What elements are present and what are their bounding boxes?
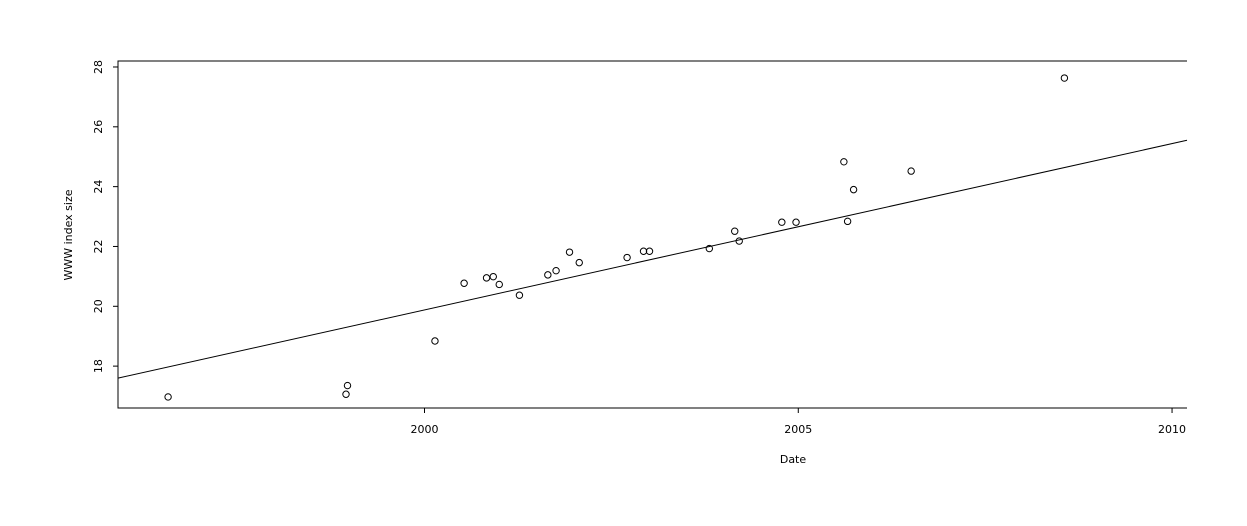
- data-point-19: [735, 237, 743, 245]
- x-axis-title: Date: [780, 453, 807, 466]
- data-point-22: [840, 158, 848, 166]
- data-point-3: [343, 381, 352, 390]
- data-point-21: [792, 218, 800, 226]
- data-point-11: [552, 266, 560, 275]
- data-point-18: [731, 227, 739, 235]
- y-tick-label-20: 20: [92, 299, 105, 313]
- y-tick-label-28: 28: [92, 60, 105, 74]
- data-point-7: [489, 272, 497, 281]
- data-point-13: [575, 258, 583, 267]
- y-tick-label-18: 18: [92, 359, 105, 373]
- y-axis-title: WWW index size: [62, 189, 75, 280]
- data-point-1: [164, 393, 172, 401]
- data-point-15: [639, 247, 648, 255]
- data-point-20: [778, 218, 786, 226]
- fit-layer: [117, 139, 1188, 379]
- data-point-12: [565, 248, 574, 256]
- data-point-24: [849, 185, 858, 194]
- data-point-9: [515, 291, 524, 299]
- data-point-2: [342, 390, 350, 398]
- data-point-10: [544, 271, 552, 279]
- y-tick-label-26: 26: [92, 120, 105, 134]
- data-point-26: [1060, 74, 1069, 82]
- y-tick-label-22: 22: [92, 239, 105, 253]
- y-tick-label-24: 24: [92, 180, 105, 194]
- data-point-4: [431, 337, 439, 345]
- x-tick-label-2000: 2000: [410, 423, 438, 436]
- data-point-17: [705, 244, 714, 253]
- data-point-23: [843, 217, 852, 226]
- axes-layer: 18 20 22 24 26 28 2000 2005 2010: [92, 60, 1187, 436]
- data-point-16: [645, 247, 654, 255]
- data-point-8: [495, 280, 503, 289]
- data-point-25: [907, 167, 915, 175]
- plot-frame: [117, 60, 1187, 409]
- points-layer: [164, 74, 1069, 401]
- data-point-14: [623, 253, 631, 262]
- x-tick-label-2010: 2010: [1158, 423, 1186, 436]
- regression-line: [117, 139, 1188, 379]
- data-point-6: [482, 274, 491, 282]
- x-tick-label-2005: 2005: [784, 423, 812, 436]
- data-point-5: [460, 279, 468, 287]
